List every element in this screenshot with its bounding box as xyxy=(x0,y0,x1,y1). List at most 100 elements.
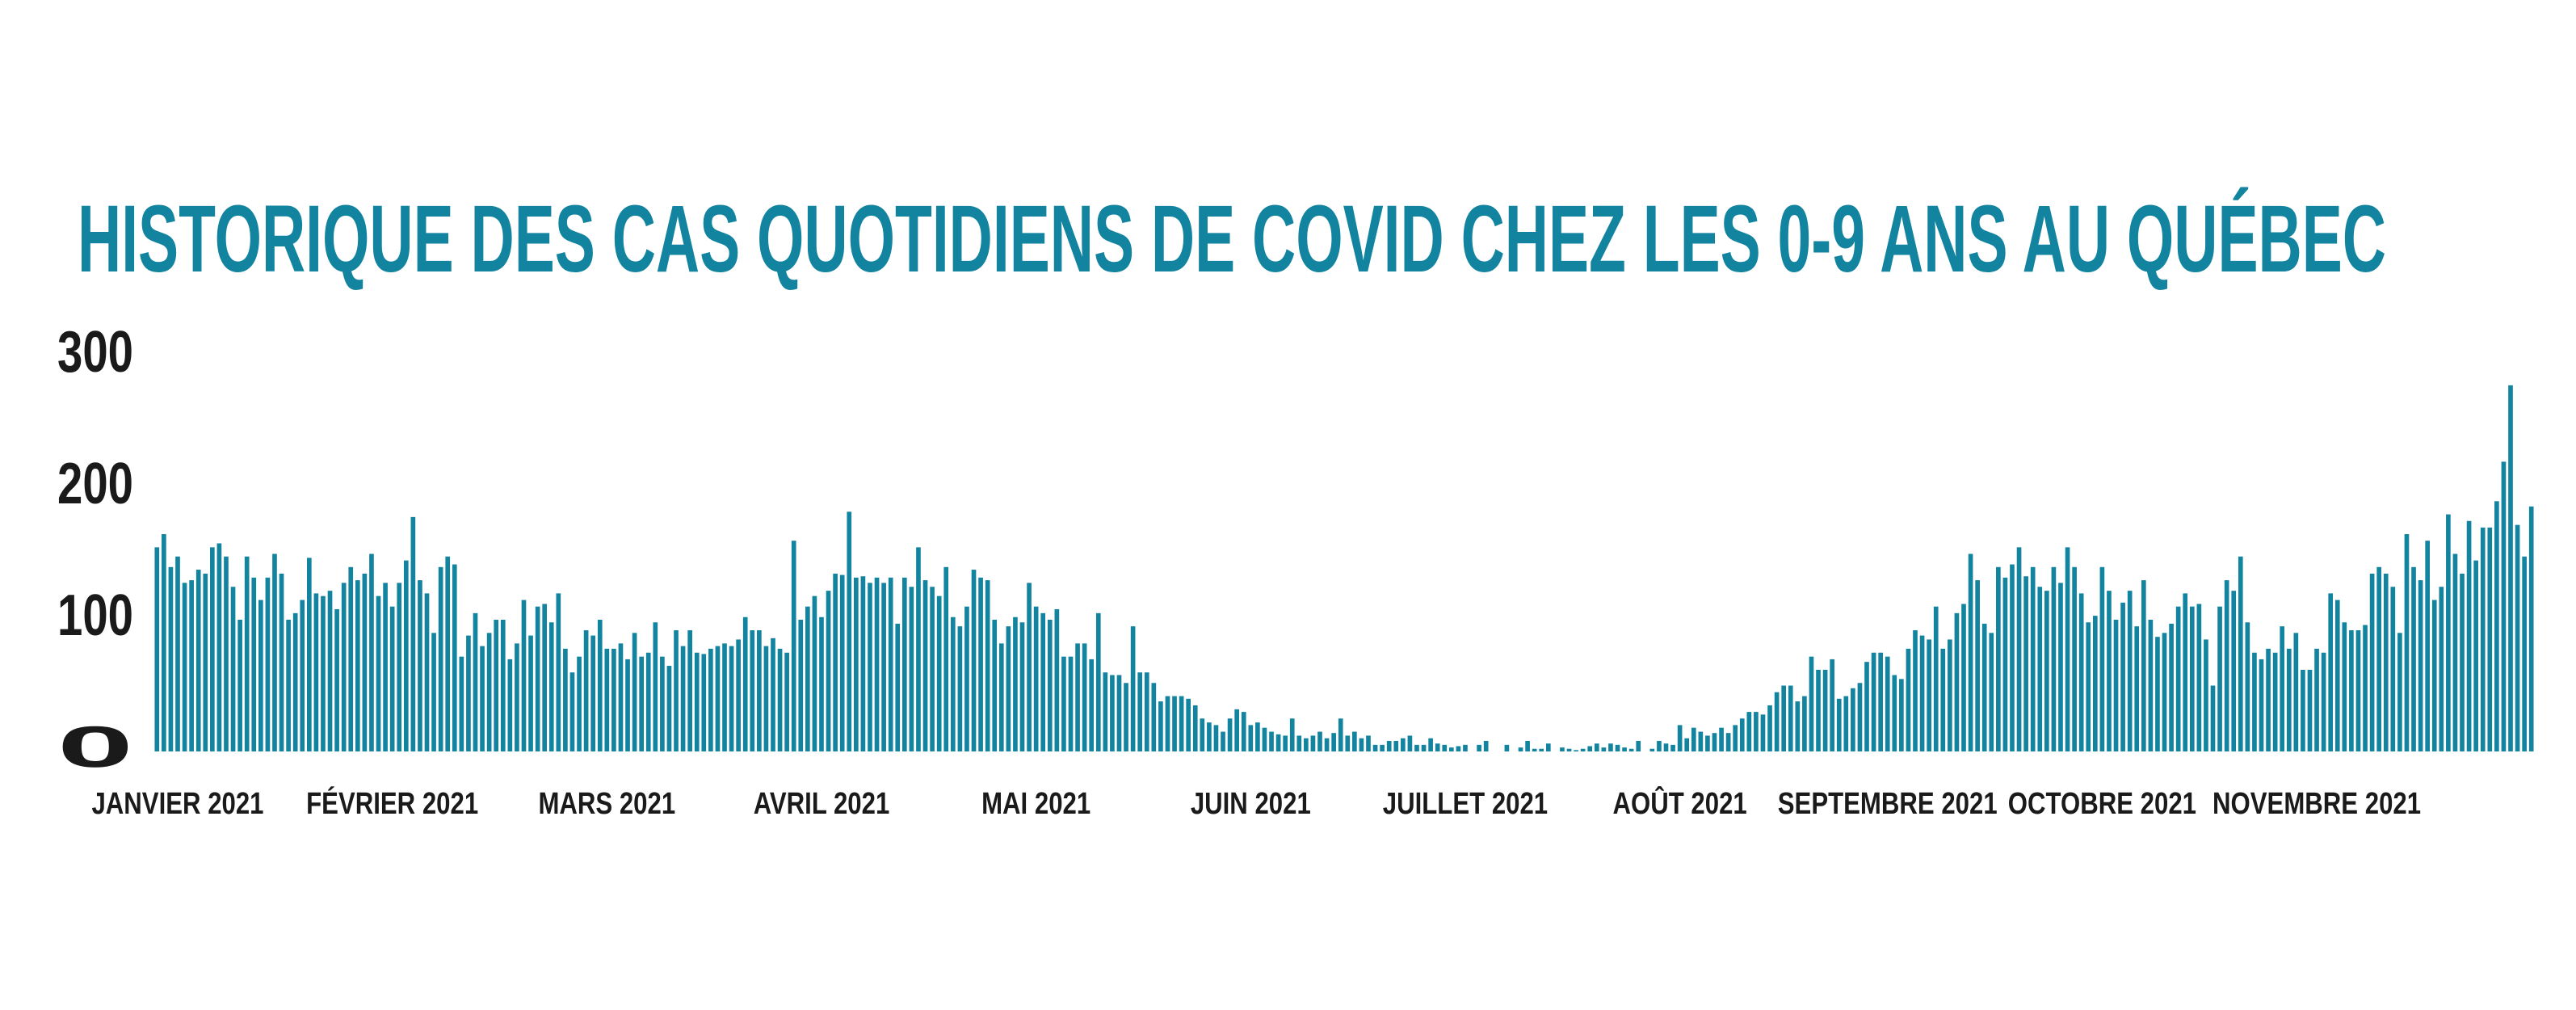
bar xyxy=(1151,683,1157,751)
bar xyxy=(1124,683,1128,751)
bar xyxy=(1788,685,1793,751)
bar xyxy=(1760,714,1766,751)
bar xyxy=(2259,659,2264,751)
bar xyxy=(452,564,457,751)
bar xyxy=(1227,718,1233,751)
bar xyxy=(410,516,416,751)
bar xyxy=(1192,705,1198,751)
bar xyxy=(548,622,554,751)
bar xyxy=(757,630,762,751)
bar xyxy=(306,558,312,751)
bar xyxy=(251,577,257,751)
bar xyxy=(1698,731,1704,751)
bar xyxy=(1428,738,1433,751)
bar xyxy=(355,580,360,751)
bar xyxy=(1110,675,1115,751)
bar xyxy=(1372,744,1378,751)
bar xyxy=(1822,669,1828,751)
bar xyxy=(1857,683,1863,751)
bar xyxy=(327,591,333,751)
bar xyxy=(1843,696,1849,751)
bar xyxy=(847,511,852,751)
bar xyxy=(1594,743,1599,751)
bar xyxy=(244,556,250,751)
bar xyxy=(2293,633,2299,751)
bar xyxy=(2162,633,2167,751)
bar xyxy=(542,604,548,751)
bar xyxy=(2473,560,2478,751)
bar xyxy=(1940,648,1946,751)
bar xyxy=(362,573,368,751)
bar xyxy=(2349,630,2354,751)
bar xyxy=(2204,639,2208,751)
bar xyxy=(154,547,160,751)
y-tick-label: 0 xyxy=(57,715,133,780)
bar xyxy=(2252,652,2257,751)
bar xyxy=(1366,735,1371,751)
bar xyxy=(1255,722,1260,751)
bar xyxy=(1144,672,1149,751)
bar xyxy=(563,648,568,751)
bar xyxy=(742,617,748,751)
bar xyxy=(1836,698,1842,751)
bar xyxy=(1981,623,1987,751)
bar xyxy=(1518,747,1523,751)
bar xyxy=(1795,701,1801,751)
x-tick-label: AVRIL 2021 xyxy=(754,787,890,821)
bar xyxy=(1504,744,1510,751)
bar xyxy=(1477,744,1481,751)
bar xyxy=(1172,696,1177,751)
bar xyxy=(2466,520,2472,751)
bar xyxy=(1816,669,1821,751)
bar xyxy=(182,583,187,751)
bar xyxy=(175,556,180,751)
bar xyxy=(258,600,263,751)
bar xyxy=(2030,566,2036,751)
bar xyxy=(957,626,963,751)
bar xyxy=(528,635,533,751)
bar xyxy=(736,639,741,751)
bar xyxy=(950,617,956,751)
bar xyxy=(2092,616,2098,751)
bar xyxy=(521,600,527,751)
bar xyxy=(1927,639,1931,751)
bar xyxy=(909,587,914,751)
bar xyxy=(2183,593,2188,751)
bar xyxy=(1878,652,1883,751)
bar xyxy=(1033,606,1039,751)
bar xyxy=(1089,659,1095,751)
bar xyxy=(1906,648,1911,751)
bar xyxy=(2508,385,2513,751)
bar xyxy=(1628,748,1634,751)
bar xyxy=(1262,727,1267,751)
bar xyxy=(2224,580,2229,751)
bar xyxy=(1283,735,1288,751)
bar xyxy=(418,580,422,751)
bar xyxy=(2078,593,2084,751)
bar xyxy=(230,587,236,751)
bar xyxy=(1442,744,1448,751)
bar xyxy=(1871,652,1876,751)
bar xyxy=(569,672,575,751)
bar xyxy=(1054,608,1060,751)
bar xyxy=(2058,583,2063,751)
bar xyxy=(625,659,630,751)
bar xyxy=(1539,748,1544,751)
bar xyxy=(1774,692,1780,751)
bar xyxy=(1649,748,1655,751)
bar xyxy=(1608,743,1613,751)
bar xyxy=(397,583,402,751)
bar xyxy=(1725,733,1731,751)
bar xyxy=(1304,738,1309,751)
bar xyxy=(515,643,519,751)
bar xyxy=(2238,556,2243,751)
bar xyxy=(2321,652,2326,751)
bar xyxy=(2418,580,2423,751)
bar xyxy=(424,593,430,751)
bar xyxy=(2141,580,2146,751)
bar xyxy=(784,652,789,751)
bar xyxy=(998,643,1004,751)
bar xyxy=(930,587,935,751)
bar xyxy=(645,652,651,751)
x-tick-label: NOVEMBRE 2021 xyxy=(2213,787,2421,821)
